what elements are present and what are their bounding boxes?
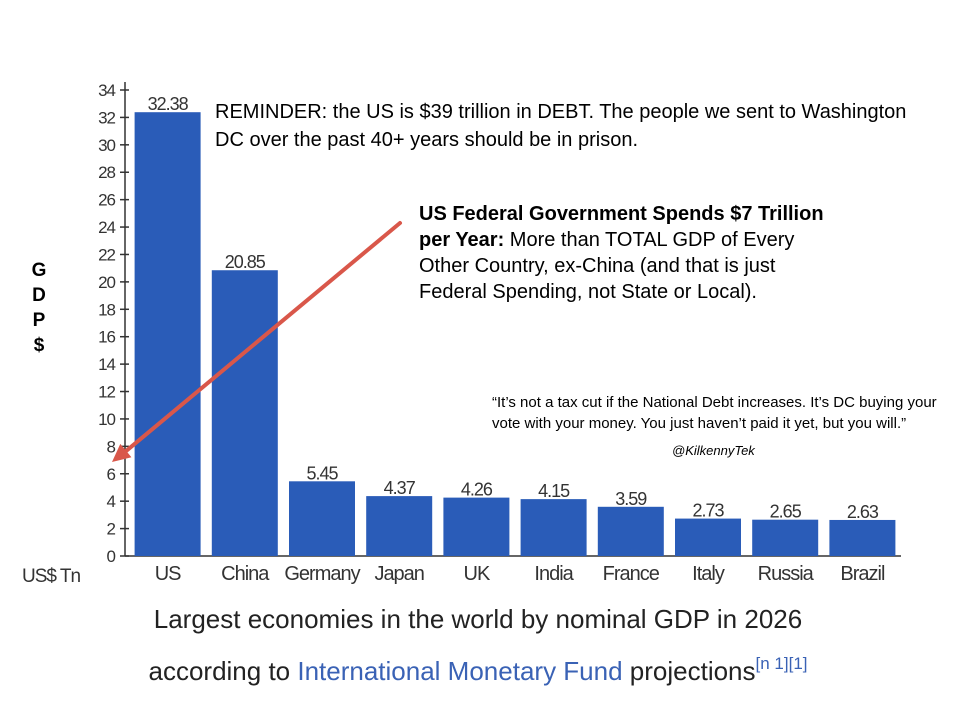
unit-label: US$ Tn [22, 566, 81, 587]
y-tick-label: 14 [98, 355, 115, 374]
x-tick-label: Germany [284, 563, 360, 585]
y-tick-label: 20 [98, 273, 115, 292]
data-label: 32.38 [148, 94, 189, 114]
footnote-link[interactable]: [n 1][1] [755, 654, 808, 673]
labels: 32.38 US 20.85 China 5.45 Germany 4.37 Japan 4.2… [148, 94, 886, 585]
y-tick-label: 0 [107, 547, 116, 566]
bar-italy [675, 518, 741, 556]
x-tick-label: US [155, 563, 181, 585]
x-tick-label: Italy [692, 563, 725, 585]
x-tick-label: Brazil [840, 563, 885, 585]
caption-prefix: according to [148, 656, 298, 686]
data-label: 2.65 [770, 502, 802, 522]
data-label: 2.63 [847, 502, 879, 522]
y-tick-label: 4 [107, 492, 116, 511]
y-tick-label: 22 [98, 245, 115, 264]
data-label: 2.73 [692, 501, 724, 521]
bar-germany [289, 481, 355, 556]
bar-uk [443, 497, 510, 556]
x-tick-label: France [603, 563, 660, 585]
bar-china [211, 270, 278, 556]
caption-suffix: projections [622, 656, 756, 686]
x-tick-label: Russia [758, 563, 815, 585]
x-tick-label: India [534, 563, 574, 585]
y-axis-title: GDP$ [31, 260, 47, 356]
y-tick-label: 8 [107, 437, 116, 456]
y-tick-label: 2 [107, 520, 116, 539]
quote-annotation: “It’s not a tax cut if the National Debt… [492, 394, 937, 432]
data-label: 4.37 [384, 478, 416, 498]
y-tick-label: 24 [98, 218, 115, 237]
bar-brazil [829, 519, 896, 556]
data-label: 20.85 [225, 252, 266, 272]
data-label: 3.59 [615, 489, 647, 509]
bar-us [134, 112, 201, 557]
spending-annotation: US Federal Government Spends $7 Trillion… [419, 201, 839, 305]
y-tick-label: 34 [98, 81, 115, 100]
y-tick-label: 16 [98, 328, 115, 347]
y-tick-label: 12 [98, 383, 115, 402]
arrow-head [112, 443, 132, 463]
y-tick-label: 26 [98, 191, 115, 210]
bar-india [520, 499, 587, 556]
y-tick-label: 18 [98, 300, 115, 319]
y-tick-label: 28 [98, 163, 115, 182]
bar-russia [752, 519, 819, 556]
reminder-annotation: REMINDER: the US is $39 trillion in DEBT… [215, 101, 907, 151]
arrow-shaft [118, 221, 402, 459]
caption-line-2: according to International Monetary Fund… [0, 654, 956, 687]
bar-france [597, 506, 664, 556]
caption-line-1: Largest economies in the world by nomina… [153, 604, 803, 634]
bar-japan [366, 496, 433, 556]
data-label: 4.15 [538, 481, 570, 501]
data-label: 4.26 [461, 480, 493, 500]
author-handle: @KilkennyTek [672, 443, 755, 458]
y-tick-label: 32 [98, 108, 115, 127]
y-tick-label: 30 [98, 136, 115, 155]
spending-annotation-text: More than TOTAL GDP of Every Other Count… [419, 229, 795, 303]
spending-annotation-bold: US Federal Government Spends $7 Trillion… [419, 203, 824, 251]
y-tick-label: 10 [98, 410, 115, 429]
y-tick-label: 6 [107, 465, 116, 484]
annotation-arrow [112, 221, 402, 463]
x-tick-label: UK [464, 563, 491, 585]
imf-link[interactable]: International Monetary Fund [297, 656, 623, 686]
data-label: 5.45 [306, 463, 338, 483]
x-tick-label: China [221, 563, 270, 585]
x-tick-label: Japan [374, 563, 424, 585]
bars [134, 112, 896, 557]
